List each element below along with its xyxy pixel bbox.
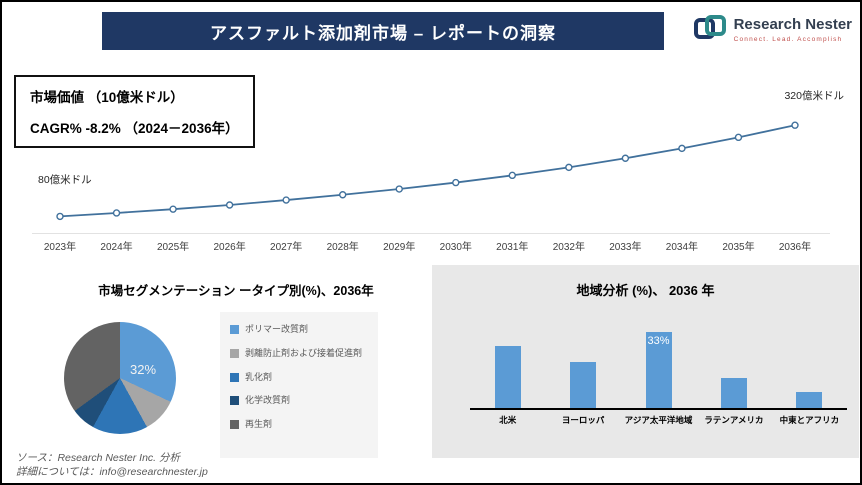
bar xyxy=(796,391,823,408)
legend-item: 剥離防止剤および接着促進剤 xyxy=(230,348,368,359)
market-value-label: 市場価値 （10億米ドル） xyxy=(30,90,184,105)
x-axis-label: 2033年 xyxy=(609,242,642,253)
category-label: 北米 xyxy=(499,415,517,425)
logo-name: Research Nester xyxy=(733,16,852,34)
x-axis-label: 2027年 xyxy=(270,242,303,253)
footer: ソース：Research Nester Inc. 分析 詳細については：info… xyxy=(16,451,208,479)
bar-chart-title: 地域分析 (%)、 2036 年 xyxy=(576,283,715,298)
x-axis-label: 2035年 xyxy=(722,242,755,253)
bar xyxy=(570,362,597,408)
x-axis-label: 2030年 xyxy=(439,242,472,253)
x-axis-label: 2036年 xyxy=(778,242,812,253)
category-label: ラテンアメリカ xyxy=(704,415,764,425)
x-axis-line xyxy=(32,233,830,234)
bar-cell: 33% xyxy=(621,332,696,408)
logo: Research Nester Connect. Lead. Accomplis… xyxy=(693,14,852,46)
x-axis-label: 2034年 xyxy=(665,242,699,253)
x-axis-label: 2024年 xyxy=(100,242,133,253)
bar-chart-panel: 地域分析 (%)、 2036 年 33% 北米 ヨーロッパ アジア太平洋地域 ラテンア… xyxy=(432,265,859,458)
bar-cell xyxy=(772,391,847,408)
cagr-label: CAGR% -8.2% （2024－2036年） xyxy=(30,121,239,136)
footer-source: ソース：Research Nester Inc. 分析 xyxy=(16,451,181,464)
pie-legend: ポリマー改質剤剥離防止剤および接着促進剤 乳化剤化学改質剤再生剤 xyxy=(220,312,378,458)
pie-percent-label: 32% xyxy=(130,362,157,377)
bar-category-labels: 北米 ヨーロッパ アジア太平洋地域 ラテンアメリカ 中東とアフリカ xyxy=(470,414,847,430)
bar xyxy=(720,378,747,408)
x-axis-label: 2028年 xyxy=(326,242,359,253)
x-axis-label: 2026年 xyxy=(213,242,246,253)
legend-item: 再生剤 xyxy=(230,419,368,430)
bar-chart: 33% xyxy=(470,323,847,410)
logo-icon xyxy=(693,14,728,46)
bar-cell xyxy=(545,362,620,408)
legend-label: 剥離防止剤および接着促進剤 xyxy=(245,347,363,358)
legend-item: 化学改質剤 xyxy=(230,395,368,406)
x-axis-label: 2029年 xyxy=(383,242,416,253)
bar-cell xyxy=(696,378,771,408)
bar: 33% xyxy=(645,332,672,408)
logo-text: Research Nester Connect. Lead. Accomplis… xyxy=(734,17,852,43)
legend-label: 再生剤 xyxy=(245,419,273,430)
legend-label: 化学改質剤 xyxy=(245,395,291,406)
bar xyxy=(494,345,521,408)
legend-swatch xyxy=(230,325,239,334)
legend-swatch xyxy=(230,420,239,430)
legend-item: ポリマー改質剤 xyxy=(230,324,368,335)
market-info-box: 市場価値 （10億米ドル） CAGR% -8.2% （2024－2036年） xyxy=(14,75,255,148)
line-chart xyxy=(56,121,799,221)
legend-swatch xyxy=(230,396,239,406)
value-start-label: 80億米ドル xyxy=(38,174,92,186)
x-axis-label: 2032年 xyxy=(552,242,585,253)
legend-item: 乳化剤 xyxy=(230,372,368,383)
legend-label: ポリマー改質剤 xyxy=(245,324,309,334)
page-title: アスファルト添加剤市場 – レポートの洞察 xyxy=(210,23,556,43)
category-label: アジア太平洋地域 xyxy=(624,415,693,425)
logo-tagline: Connect. Lead. Accomplish xyxy=(733,35,843,43)
legend-swatch xyxy=(230,372,239,382)
category-label: 中東とアフリカ xyxy=(779,415,840,425)
x-axis-label: 2023年 xyxy=(43,242,77,253)
legend-swatch xyxy=(230,348,239,358)
x-axis-label: 2031年 xyxy=(496,242,529,253)
category-label: ヨーロッパ xyxy=(561,415,605,425)
pie-chart-title: 市場セグメンテーション ータイプ別(%)、2036年 xyxy=(98,284,374,298)
pie-chart xyxy=(64,322,176,434)
legend-label: 乳化剤 xyxy=(245,371,273,382)
footer-details: 詳細については：info@researchnester.jp xyxy=(16,465,208,478)
value-end-label: 320億米ドル xyxy=(784,90,844,102)
header-banner: アスファルト添加剤市場 – レポートの洞察 xyxy=(102,12,664,50)
x-axis-label: 2025年 xyxy=(156,242,190,253)
bar-percent-label: 33% xyxy=(647,335,670,348)
bar-cell xyxy=(470,345,545,408)
x-axis-labels: 2023年 2024年 2025年 2026年 2027年 2028年 2029年 2030年… xyxy=(30,238,830,254)
